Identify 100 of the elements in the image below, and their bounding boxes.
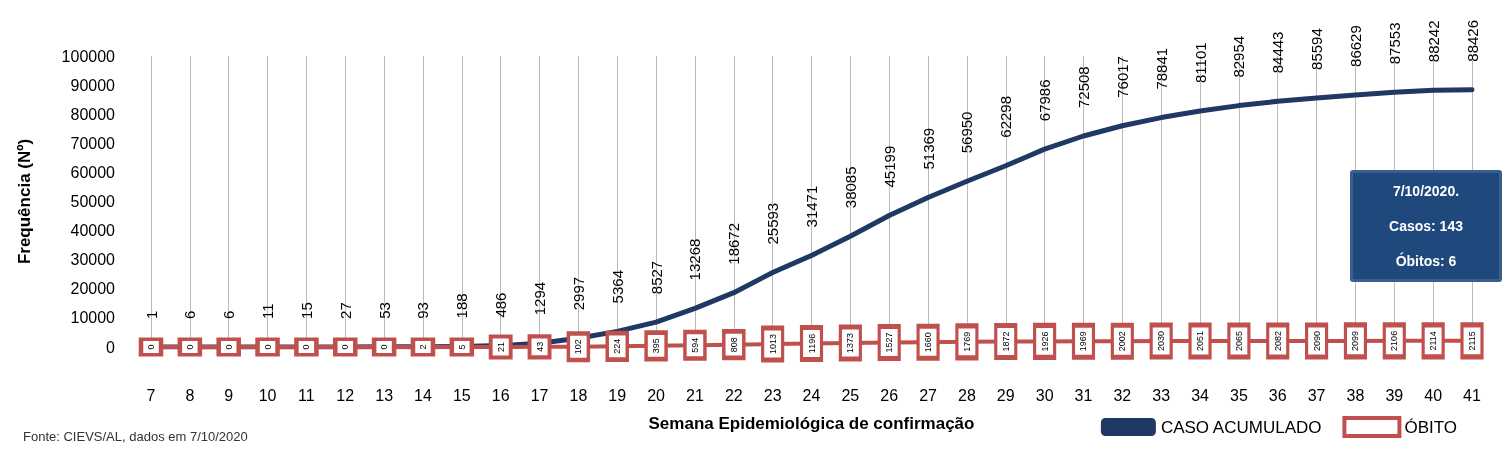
data-label: 27 — [336, 302, 354, 319]
data-label: 1294 — [531, 281, 549, 316]
x-tick-label: 28 — [958, 386, 976, 404]
data-label: 1660 — [923, 332, 934, 353]
data-label: 102 — [573, 339, 584, 355]
data-label: 51369 — [919, 127, 937, 170]
data-label: 13268 — [686, 238, 704, 281]
source-note: Fonte: CIEVS/AL, dados em 7/10/2020 — [23, 429, 248, 444]
data-label: 87553 — [1385, 22, 1403, 65]
data-label: 62298 — [997, 95, 1015, 138]
data-label: 2090 — [1311, 330, 1322, 351]
data-label: 18672 — [725, 222, 743, 265]
data-label: 224 — [612, 338, 623, 354]
data-label: 76017 — [1113, 56, 1131, 98]
data-label: 188 — [453, 293, 471, 319]
x-tick-label: 17 — [530, 386, 549, 404]
data-label: 2030 — [1156, 331, 1167, 352]
y-tick-label: 80000 — [70, 105, 116, 123]
data-label: 25593 — [764, 202, 782, 245]
data-label: 2115 — [1467, 331, 1477, 351]
y-tick-label: 90000 — [70, 76, 116, 94]
data-label: 2082 — [1272, 330, 1283, 351]
data-label: 2 — [417, 344, 428, 350]
data-label: 53 — [375, 302, 393, 319]
x-tick-label: 25 — [841, 386, 860, 404]
data-label: 84443 — [1269, 31, 1287, 74]
data-label: 1196 — [806, 333, 817, 354]
data-label: 81101 — [1191, 42, 1209, 83]
data-label: 5 — [456, 344, 467, 350]
x-tick-label: 18 — [569, 386, 588, 404]
data-label: 594 — [689, 337, 700, 353]
data-label: 56950 — [958, 111, 976, 154]
data-label: 5364 — [608, 270, 626, 304]
y-tick-label: 50000 — [70, 193, 116, 210]
data-label: 0 — [340, 344, 351, 350]
x-tick-label: 24 — [802, 386, 821, 404]
x-tick-label: 27 — [919, 386, 938, 404]
data-label: 2114 — [1428, 331, 1439, 351]
data-label: 0 — [184, 344, 195, 350]
x-tick-label: 29 — [996, 386, 1015, 404]
data-label: 808 — [728, 337, 739, 353]
y-axis-title: Frequência (Nº) — [15, 138, 34, 265]
data-label: 1969 — [1078, 331, 1089, 352]
data-label: 6 — [220, 310, 238, 319]
data-label: 11 — [259, 303, 277, 319]
data-label: 8527 — [647, 260, 665, 295]
data-label: 85594 — [1308, 28, 1326, 70]
x-tick-label: 7 — [146, 386, 156, 404]
y-tick-label: 100000 — [61, 47, 116, 65]
data-label: 1373 — [845, 332, 856, 354]
data-label: 1013 — [767, 334, 778, 355]
data-label: 1872 — [1000, 331, 1011, 352]
annotation: 7/10/2020. — [1392, 182, 1460, 199]
data-label: 0 — [146, 344, 156, 350]
x-tick-label: 8 — [185, 386, 195, 404]
y-tick-label: 10000 — [70, 309, 116, 327]
data-label: 395 — [651, 338, 662, 354]
data-label: 93 — [414, 302, 432, 319]
x-tick-label: 22 — [724, 386, 743, 404]
data-label: 486 — [492, 292, 510, 318]
data-label: 1926 — [1039, 331, 1050, 352]
data-label: 6 — [181, 310, 199, 319]
y-tick-label: 0 — [106, 338, 116, 356]
x-tick-label: 40 — [1424, 386, 1443, 404]
x-tick-label: 35 — [1229, 386, 1248, 404]
y-tick-label: 70000 — [70, 134, 116, 152]
data-label: 2051 — [1195, 331, 1206, 352]
x-tick-label: 32 — [1113, 386, 1132, 404]
x-tick-label: 37 — [1307, 386, 1326, 404]
x-tick-label: 33 — [1152, 386, 1171, 404]
x-tick-label: 36 — [1268, 386, 1287, 404]
data-label: 2099 — [1350, 330, 1361, 351]
annotation: Casos: 143 — [1389, 217, 1463, 234]
data-label: 0 — [379, 344, 390, 350]
x-tick-label: 23 — [763, 386, 782, 404]
x-tick-label: 31 — [1074, 386, 1093, 404]
x-tick-label: 20 — [647, 386, 666, 404]
x-tick-label: 41 — [1463, 386, 1481, 404]
data-label: 72508 — [1074, 66, 1092, 108]
x-tick-label: 21 — [686, 386, 704, 404]
data-label: 45199 — [880, 145, 898, 188]
y-tick-label: 40000 — [70, 222, 116, 240]
data-label: 31471 — [803, 185, 820, 228]
x-tick-label: 11 — [298, 386, 315, 404]
data-label: 2002 — [1117, 331, 1128, 352]
data-label: 78841 — [1152, 47, 1170, 90]
data-label: 88242 — [1424, 20, 1442, 63]
data-label: 88426 — [1463, 19, 1481, 62]
x-tick-label: 39 — [1385, 386, 1404, 404]
x-tick-label: 34 — [1191, 386, 1210, 404]
data-label: 15 — [297, 302, 315, 319]
data-label: 38085 — [841, 166, 859, 209]
y-tick-label: 60000 — [70, 163, 116, 181]
x-tick-label: 13 — [375, 386, 394, 404]
y-tick-label: 30000 — [70, 251, 116, 269]
x-tick-label: 15 — [452, 386, 471, 404]
x-tick-label: 10 — [258, 386, 277, 404]
x-tick-label: 14 — [414, 386, 432, 404]
x-axis-title: Semana Epidemiológica de confirmação — [648, 414, 975, 433]
data-label: 2106 — [1389, 330, 1400, 351]
